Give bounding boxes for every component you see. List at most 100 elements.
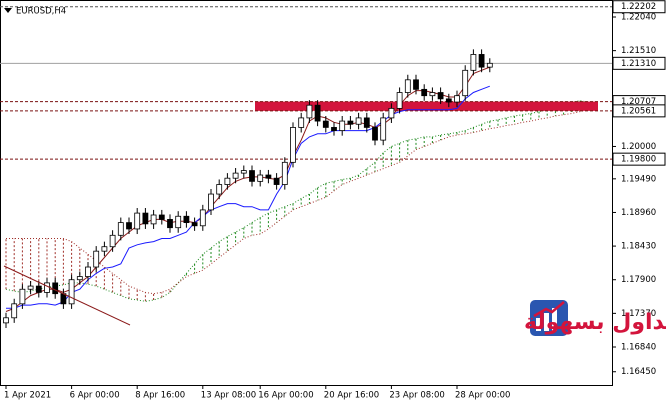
y-tick-label: 1.16450 xyxy=(621,367,656,377)
levels-layer xyxy=(0,6,612,160)
y-tick-label: 1.19490 xyxy=(621,174,656,184)
logo-bar xyxy=(536,318,541,331)
candle-body xyxy=(486,62,493,68)
candle-body xyxy=(240,170,247,174)
candle-body xyxy=(183,215,190,224)
candle-body xyxy=(191,222,198,227)
y-tick-label: 1.17900 xyxy=(621,275,656,285)
price-label: 1.21310 xyxy=(621,59,656,69)
candle-body xyxy=(429,92,436,97)
y-tick-label: 1.17370 xyxy=(621,309,656,319)
candle-body xyxy=(93,250,100,268)
price-label-box xyxy=(612,104,666,118)
candle-body xyxy=(314,104,321,122)
candle-body xyxy=(281,161,288,185)
candle-body xyxy=(167,219,173,229)
candle-body xyxy=(290,127,296,163)
trend-line xyxy=(3,265,131,326)
candle-body xyxy=(372,127,378,141)
candle-body xyxy=(134,212,141,230)
candle-body xyxy=(68,279,75,305)
candle-body xyxy=(380,117,387,141)
candle-body xyxy=(454,95,460,103)
x-tick-label: 1 Apr 2021 xyxy=(4,391,51,401)
x-tick-label: 16 Apr 00:00 xyxy=(258,391,313,401)
y-tick-label: 1.18960 xyxy=(621,208,656,218)
candle-body xyxy=(11,303,18,319)
candle-body xyxy=(44,282,50,293)
candle-body xyxy=(232,172,239,179)
logo-bar xyxy=(544,313,549,331)
candle-body xyxy=(76,276,83,281)
lines-layer xyxy=(5,66,490,312)
candle-body xyxy=(445,98,452,103)
logo-bar xyxy=(552,308,557,331)
span_a-line xyxy=(5,100,589,302)
candle-body xyxy=(85,266,91,277)
x-tick-label: 20 Apr 16:00 xyxy=(324,391,379,401)
candle-body xyxy=(208,193,214,211)
candle-body xyxy=(322,120,329,128)
y-tick-label: 1.20000 xyxy=(621,142,656,152)
candle-body xyxy=(437,92,444,100)
candles-layer xyxy=(3,49,493,328)
candle-body xyxy=(413,79,419,90)
y-tick-label: 1.22040 xyxy=(621,13,656,23)
candle-body xyxy=(117,222,124,236)
candle-body xyxy=(101,246,108,252)
candle-body xyxy=(216,184,223,195)
price-label: 1.20561 xyxy=(621,106,656,116)
candle-body xyxy=(273,177,280,185)
candle-body xyxy=(27,285,34,290)
logo-icon xyxy=(530,300,568,336)
candle-body xyxy=(158,214,165,220)
plot-frame xyxy=(0,0,613,386)
candle-body xyxy=(142,212,149,225)
price-label-box xyxy=(612,56,666,70)
candle-body xyxy=(404,79,411,93)
candle-body xyxy=(150,214,157,225)
candle-body xyxy=(298,117,305,128)
x-tick-label: 13 Apr 08:00 xyxy=(201,391,256,401)
y-tick-label: 1.21510 xyxy=(621,46,656,56)
span_b-line xyxy=(6,109,589,295)
supply-zone xyxy=(255,101,598,111)
candle-body xyxy=(249,170,255,182)
x-tick-label: 23 Apr 08:00 xyxy=(389,391,444,401)
candle-body xyxy=(109,234,116,248)
chart-menu-icon xyxy=(4,8,12,13)
price-label: 1.19800 xyxy=(621,155,656,165)
candle-body xyxy=(339,120,346,131)
candle-body xyxy=(462,69,469,97)
tenkan-line xyxy=(5,66,490,312)
price-label: 1.22202 xyxy=(621,2,656,12)
x-tick-label: 6 Apr 00:00 xyxy=(70,391,120,401)
axis-layer: 1.22040 1.21510 1.20000 1.19490 1.18960 1.184… xyxy=(4,0,666,401)
y-tick-label: 1.16840 xyxy=(621,342,656,352)
candle-body xyxy=(224,177,231,185)
price-label-box xyxy=(612,152,666,166)
logo-arrow xyxy=(533,301,565,318)
candle-body xyxy=(355,117,362,125)
candle-body xyxy=(388,107,395,119)
candle-body xyxy=(363,117,370,128)
candle-body xyxy=(470,54,477,71)
price-label-box xyxy=(612,0,666,14)
candle-body xyxy=(35,285,42,293)
price-label: 1.20707 xyxy=(621,97,656,107)
x-tick-label: 8 Apr 16:00 xyxy=(135,391,185,401)
candle-body xyxy=(199,209,206,227)
watermark: التداول بسهولة xyxy=(524,310,666,335)
candle-body xyxy=(19,288,26,305)
y-tick-label: 1.18430 xyxy=(621,242,656,252)
candle-body xyxy=(52,282,59,295)
candle-body xyxy=(257,174,264,182)
candle-body xyxy=(265,174,272,179)
candle-body xyxy=(3,317,9,324)
chart-title: EURUSD,H4 xyxy=(16,7,66,17)
x-tick-label: 28 Apr 00:00 xyxy=(455,391,510,401)
candle-body xyxy=(347,120,354,125)
candle-body xyxy=(175,215,182,229)
candle-body xyxy=(331,127,337,131)
